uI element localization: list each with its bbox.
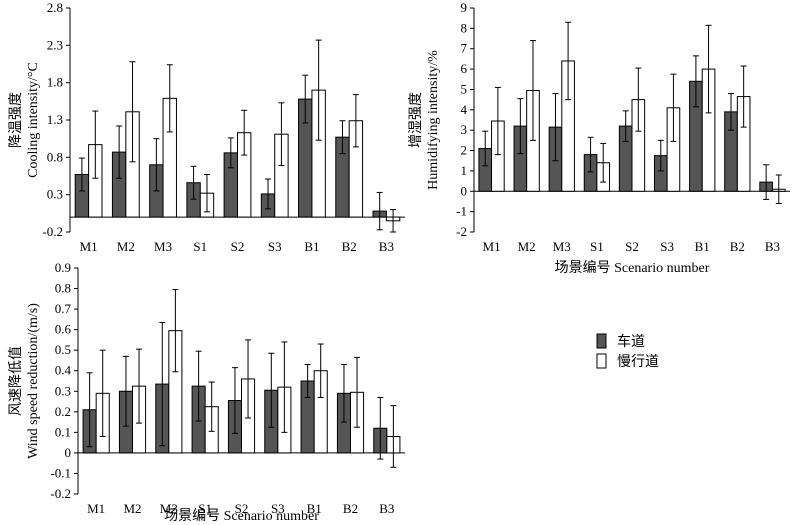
y-tick-label: 1 (461, 163, 468, 178)
legend-swatch-slow-lane (596, 353, 607, 369)
y-tick-label: -0.2 (42, 224, 63, 239)
legend-label-lane: 车道 (617, 333, 645, 350)
y-tick-label: 2.3 (47, 37, 63, 52)
y-tick-label: 0 (65, 445, 72, 460)
x-tick-label: S3 (268, 239, 282, 254)
y-tick-label: -1 (456, 204, 467, 219)
y-tick-label: 0.8 (55, 281, 71, 296)
x-tick-label: M3 (553, 239, 571, 254)
y-tick-label: 0 (461, 183, 468, 198)
y-tick-label: 7 (461, 41, 468, 56)
cooling-intensity-chart: -0.2 0.3 0.8 1.3 1.8 2.3 2.8 降温强度 Cooling intens… (8, 0, 405, 254)
y-tick-label: -2 (456, 224, 467, 239)
wind-speed-reduction-chart: -0.2 -0.1 0 0.1 0.2 0.3 0.4 0.5 0.6 0.7 0.8 0.9 风速降低… (8, 260, 405, 524)
y-tick-label: 0.2 (55, 404, 71, 419)
y-tick-label: 2 (461, 143, 468, 158)
x-tick-label: M2 (117, 239, 135, 254)
y-tick-label: 0.1 (55, 424, 71, 439)
x-tick-label: M2 (123, 501, 141, 516)
x-tick-label: B1 (695, 239, 710, 254)
x-tick-label: S1 (590, 239, 604, 254)
y-tick-label: -0.2 (50, 486, 71, 501)
x-tick-label: B2 (342, 239, 357, 254)
y-tick-label: 0.3 (55, 383, 71, 398)
x-tick-label: S2 (235, 501, 249, 516)
x-tick-label: M1 (87, 501, 105, 516)
y-tick-label: 5 (461, 81, 468, 96)
y-tick-label: 8 (461, 20, 468, 35)
y-axis-title-cn: 增湿强度 (408, 92, 424, 148)
x-tick-label: S3 (660, 239, 674, 254)
y-tick-label: 0.9 (55, 260, 71, 275)
y-tick-label: 0.5 (55, 342, 71, 357)
y-tick-label: 0.6 (55, 322, 72, 337)
y-tick-label: 2.8 (47, 0, 63, 15)
legend-label-slow-lane: 慢行道 (617, 353, 659, 370)
x-axis-title: 场景编号 Scenario number (555, 260, 710, 276)
x-tick-label: B1 (304, 239, 319, 254)
x-tick-label: S2 (231, 239, 245, 254)
y-tick-label: 0.3 (47, 187, 63, 202)
y-tick-label: 1.3 (47, 112, 63, 127)
y-tick-label: 1.8 (47, 75, 63, 90)
x-tick-label: S3 (271, 501, 285, 516)
x-tick-label: B1 (307, 501, 322, 516)
x-tick-label: B3 (379, 501, 394, 516)
y-tick-label: 4 (461, 102, 468, 117)
legend: 车道 慢行道 (596, 333, 659, 370)
y-axis-title-cn: 风速降低值 (8, 346, 24, 416)
y-axis-title-cn: 降温强度 (8, 92, 24, 148)
y-axis-title: Wind speed reduction/(m/s) (26, 303, 41, 459)
x-tick-label: M2 (518, 239, 536, 254)
y-axis-title: Humidifying intensity/% (426, 50, 441, 190)
x-tick-label: M1 (483, 239, 501, 254)
x-tick-label: B2 (730, 239, 745, 254)
humidifying-intensity-chart: -2 -1 0 1 2 3 4 5 6 7 8 9 增湿强度 Humidifying intensity/… (408, 0, 790, 276)
x-axis-title: 场景编号 Scenario number (164, 508, 319, 524)
x-tick-label: B3 (765, 239, 780, 254)
x-tick-label: M3 (160, 501, 178, 516)
legend-swatch-lane (596, 333, 607, 349)
y-tick-label: 0.7 (55, 301, 72, 316)
x-tick-label: M3 (154, 239, 172, 254)
x-tick-label: S1 (193, 239, 207, 254)
y-tick-label: 3 (461, 122, 468, 137)
x-tick-label: B3 (379, 239, 394, 254)
y-axis-title: Cooling intensity/°C (26, 62, 41, 178)
x-tick-label: S1 (198, 501, 212, 516)
x-tick-label: M1 (80, 239, 98, 254)
x-tick-label: B2 (343, 501, 358, 516)
y-tick-label: -0.1 (50, 465, 71, 480)
y-tick-label: 9 (461, 0, 468, 15)
x-tick-label: S2 (625, 239, 639, 254)
y-tick-label: 0.4 (55, 363, 72, 378)
y-tick-label: 0.8 (47, 149, 63, 164)
y-tick-label: 6 (461, 61, 468, 76)
